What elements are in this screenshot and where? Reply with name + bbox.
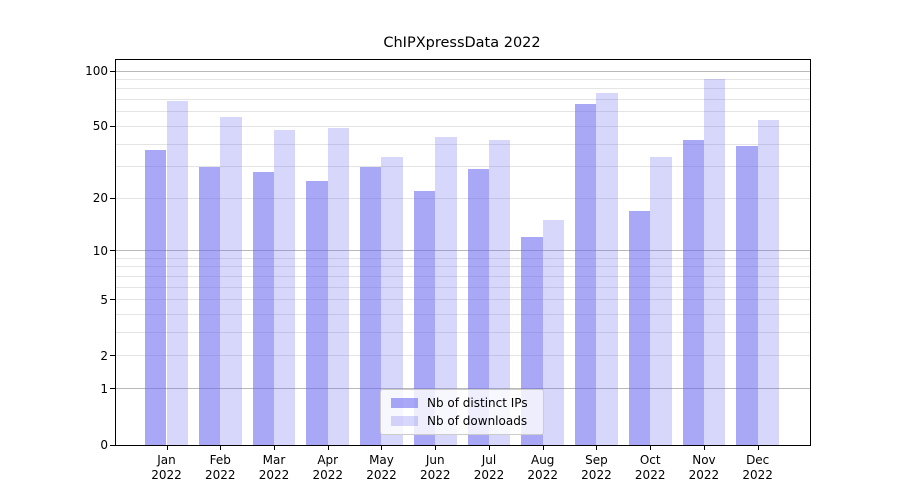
bar-distinct-ips-oct	[628, 210, 651, 445]
y-tick-mark	[110, 355, 115, 357]
gridline	[116, 314, 810, 316]
bar-downloads-jan	[166, 100, 188, 445]
y-tick-label: 50	[92, 119, 108, 134]
legend-swatch-distinct-ips-icon	[391, 398, 418, 408]
x-tick-label-aug: Aug 2022	[527, 453, 558, 482]
x-tick-mark	[596, 445, 598, 450]
bar-distinct-ips-may	[360, 166, 382, 445]
x-tick-mark	[327, 445, 329, 450]
x-tick-mark	[757, 445, 759, 450]
gridline	[116, 78, 810, 80]
gridline	[116, 286, 810, 288]
y-tick-mark	[110, 444, 115, 446]
gridline	[116, 257, 810, 259]
gridline	[116, 125, 810, 127]
gridline	[116, 299, 810, 301]
bar-downloads-aug	[542, 220, 565, 445]
bar-downloads-oct	[650, 156, 672, 445]
y-tick-mark	[110, 125, 115, 127]
x-tick-mark	[220, 445, 222, 450]
gridline	[116, 99, 810, 101]
gridline	[116, 143, 810, 145]
legend-item-downloads: Nb of downloads	[391, 413, 543, 428]
x-tick-label-dec: Dec 2022	[742, 453, 773, 482]
bar-downloads-feb	[220, 117, 242, 445]
y-tick-mark	[110, 388, 115, 390]
gridline	[116, 70, 810, 72]
bar-distinct-ips-nov	[682, 140, 704, 445]
x-tick-mark	[166, 445, 168, 450]
x-tick-mark	[542, 445, 544, 450]
y-tick-mark	[110, 70, 115, 72]
x-tick-label-may: May 2022	[366, 453, 397, 482]
gridline	[116, 355, 810, 357]
legend-swatch-downloads-icon	[391, 416, 418, 426]
x-tick-label-mar: Mar 2022	[258, 453, 290, 482]
bar-distinct-ips-jan	[145, 150, 167, 445]
x-tick-label-feb: Feb 2022	[204, 453, 236, 482]
y-tick-label: 5	[100, 292, 108, 307]
bar-downloads-mar	[273, 129, 296, 445]
x-tick-label-apr: Apr 2022	[312, 453, 343, 482]
x-tick-mark	[381, 445, 383, 450]
x-tick-mark	[435, 445, 437, 450]
bar-distinct-ips-feb	[198, 166, 221, 445]
gridline	[116, 250, 810, 252]
gridline	[116, 88, 810, 90]
x-tick-mark	[273, 445, 275, 450]
legend-label-distinct-ips: Nb of distinct IPs	[427, 395, 528, 410]
bar-downloads-may	[381, 156, 403, 445]
gridline	[116, 388, 810, 390]
x-tick-mark	[650, 445, 652, 450]
legend-label-downloads: Nb of downloads	[427, 413, 528, 428]
plot-area: 0 1 2 5 10 20 50 100 Jan 2022 Feb 2022 Mar 2022 Apr 20…	[85, 59, 811, 482]
y-tick-label: 10	[92, 243, 108, 258]
x-tick-label-sep: Sep 2022	[581, 453, 612, 482]
bar-downloads-apr	[327, 127, 350, 445]
bar-downloads-dec	[757, 120, 780, 445]
gridline	[116, 266, 810, 268]
y-tick-label: 0	[100, 438, 108, 452]
y-tick-label: 2	[100, 348, 108, 363]
y-tick-label: 20	[92, 191, 108, 206]
x-tick-label-oct: Oct 2022	[634, 453, 666, 482]
gridline	[116, 111, 810, 113]
legend-item-distinct-ips: Nb of distinct IPs	[391, 395, 543, 410]
x-tick-label-jan: Jan 2022	[151, 453, 182, 482]
x-tick-mark	[703, 445, 705, 450]
y-tick-label: 100	[85, 64, 108, 78]
bar-distinct-ips-jul	[467, 169, 489, 445]
x-tick-mark	[488, 445, 490, 450]
legend: Nb of distinct IPs Nb of downloads	[380, 389, 544, 435]
x-tick-label-jul: Jul 2022	[473, 453, 505, 482]
bar-distinct-ips-sep	[575, 104, 597, 445]
y-tick-mark	[110, 197, 115, 199]
x-tick-label-nov: Nov 2022	[688, 453, 720, 482]
bar-downloads-jun	[435, 136, 457, 445]
gridline	[116, 197, 810, 199]
bar-distinct-ips-dec	[736, 146, 758, 445]
bar-downloads-nov	[703, 79, 726, 445]
chart-title: ChIPXpressData 2022	[383, 35, 541, 51]
bar-downloads-sep	[596, 93, 618, 445]
gridline	[116, 332, 810, 334]
x-tick-label-jun: Jun 2022	[419, 453, 451, 482]
y-tick-mark	[110, 250, 115, 252]
bar-distinct-ips-mar	[252, 172, 274, 445]
gridline	[116, 275, 810, 277]
gridline	[116, 166, 810, 168]
bar-downloads-jul	[488, 140, 511, 445]
y-tick-mark	[110, 299, 115, 301]
bar-distinct-ips-jun	[413, 190, 436, 445]
bar-distinct-ips-apr	[306, 180, 328, 445]
y-tick-label: 1	[100, 381, 108, 396]
